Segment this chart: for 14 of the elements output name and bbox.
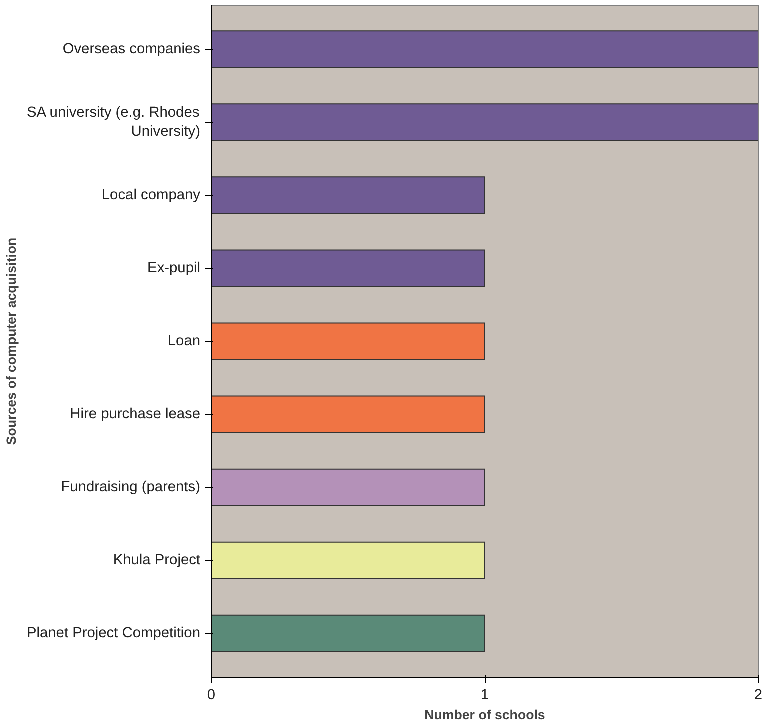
y-tick-label: SA university (e.g. Rhodes University) (26, 104, 200, 140)
x-tick-label: 0 (207, 688, 216, 704)
y-tick-label: Loan (168, 334, 201, 350)
y-tick-label: Khula Project (113, 552, 200, 569)
y-axis-title: Sources of computer acquisition (4, 238, 19, 446)
x-axis-title: Number of schools (424, 708, 546, 722)
y-tick-label: Ex-pupil (148, 260, 201, 276)
y-tick-label: Fundraising (parents) (61, 480, 201, 496)
y-tick-label: Planet Project Competition (26, 626, 201, 642)
x-tick-label: 2 (754, 688, 763, 704)
x-tick-label: 1 (480, 688, 490, 704)
y-tick-label: Local company (102, 187, 202, 204)
y-tick-label: Hire purchase lease (70, 406, 201, 423)
y-tick-label: Overseas companies (62, 41, 201, 58)
